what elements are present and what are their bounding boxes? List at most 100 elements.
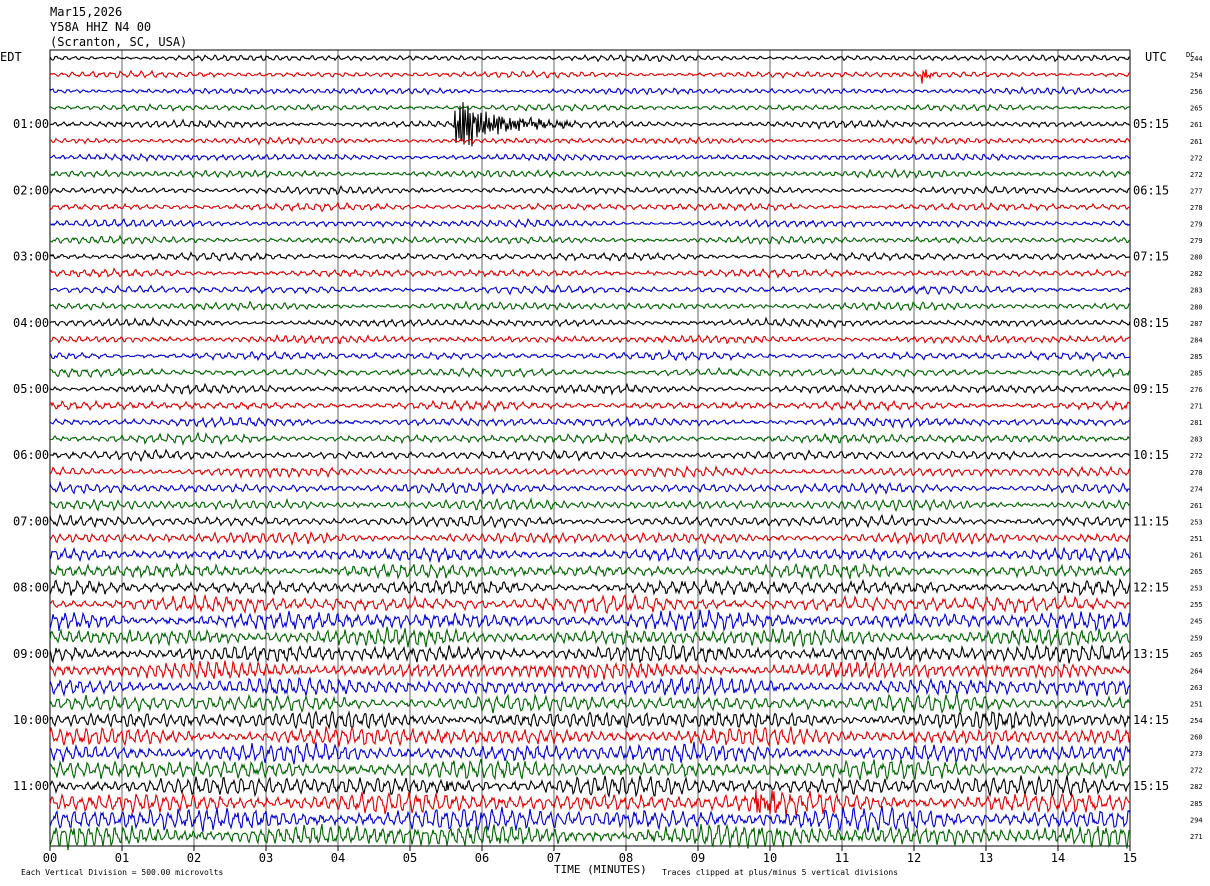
dc-offset-label: 272 <box>1190 767 1203 775</box>
trace-row-48 <box>49 823 1131 851</box>
dc-offset-label: 265 <box>1190 105 1203 113</box>
dc-offset-label: 261 <box>1190 552 1203 560</box>
plot-grid <box>49 49 1131 851</box>
dc-offset-label: 264 <box>1190 667 1203 675</box>
dc-offset-label: 287 <box>1190 320 1203 328</box>
utc-hour-label: 12:15 <box>1133 581 1169 595</box>
trace-row-23 <box>49 415 1131 430</box>
footer-clip: Traces clipped at plus/minus 5 vertical … <box>662 868 898 877</box>
trace-row-26 <box>49 464 1131 480</box>
dc-offset-label: 261 <box>1190 121 1203 129</box>
trace-row-11 <box>50 217 1131 229</box>
utc-hour-label: 10:15 <box>1133 448 1169 462</box>
edt-hour-label: 01:00 <box>13 117 49 131</box>
edt-hour-label: 06:00 <box>13 448 49 462</box>
dc-offset-label: 282 <box>1190 270 1203 278</box>
trace-row-28 <box>49 497 1131 513</box>
trace-row-7 <box>49 152 1131 163</box>
dc-offset-label: 285 <box>1190 353 1203 361</box>
trace-row-33 <box>49 577 1131 597</box>
x-tick-label: 06 <box>475 851 489 865</box>
x-tick-label: 01 <box>115 851 129 865</box>
dc-offset-label: 265 <box>1190 568 1203 576</box>
dc-offset-label: 259 <box>1190 634 1203 642</box>
dc-offset-label: 281 <box>1190 419 1203 427</box>
header-location: (Scranton, SC, USA) <box>50 35 188 49</box>
utc-hour-label: 06:15 <box>1133 183 1169 197</box>
dc-offset-label: 254 <box>1190 717 1203 725</box>
dc-offset-label: 256 <box>1190 88 1203 96</box>
trace-row-17 <box>49 316 1131 329</box>
x-tick-label: 15 <box>1123 851 1137 865</box>
trace-row-36 <box>49 626 1131 648</box>
trace-row-41 <box>49 710 1131 731</box>
dc-offset-label: 273 <box>1190 750 1203 758</box>
x-tick-label: 08 <box>619 851 633 865</box>
dc-offset-label: 278 <box>1190 204 1203 212</box>
trace-row-19 <box>49 348 1131 363</box>
trace-row-5 <box>49 102 1131 147</box>
trace-row-1 <box>49 54 1131 63</box>
trace-row-25 <box>49 448 1131 463</box>
trace-row-29 <box>49 513 1131 530</box>
dc-offset-label: 253 <box>1190 518 1203 526</box>
trace-row-38 <box>49 660 1131 681</box>
dc-offset-label: 270 <box>1190 469 1203 477</box>
dc-offset-label: 283 <box>1190 436 1203 444</box>
x-tick-label: 02 <box>187 851 201 865</box>
x-tick-label: 13 <box>979 851 993 865</box>
x-tick-label: 10 <box>763 851 777 865</box>
trace-row-30 <box>49 530 1131 547</box>
trace-row-42 <box>49 726 1131 747</box>
trace-row-40 <box>49 692 1131 715</box>
dc-offset-label: 245 <box>1190 618 1203 626</box>
utc-hour-label: 05:15 <box>1133 117 1169 131</box>
dc-offset-label: 254 <box>1190 72 1203 80</box>
trace-row-20 <box>49 366 1131 379</box>
x-axis-title: TIME (MINUTES) <box>554 863 647 876</box>
edt-hour-label: 07:00 <box>13 514 49 528</box>
x-tick-label: 12 <box>907 851 921 865</box>
dc-offset-label: 271 <box>1190 833 1203 841</box>
trace-row-2 <box>49 69 1131 84</box>
trace-row-18 <box>49 333 1131 345</box>
trace-row-13 <box>49 250 1131 262</box>
x-tick-label: 05 <box>403 851 417 865</box>
trace-row-39 <box>49 676 1131 698</box>
trace-row-45 <box>49 775 1131 799</box>
dc-offset-label: 277 <box>1190 187 1203 195</box>
trace-row-12 <box>49 234 1131 246</box>
utc-hour-label: 08:15 <box>1133 316 1169 330</box>
dc-offset-label: 285 <box>1190 800 1203 808</box>
trace-row-9 <box>49 184 1131 196</box>
dc-offset-label: 279 <box>1190 221 1203 229</box>
dc-offset-label: 263 <box>1190 684 1203 692</box>
trace-row-24 <box>49 431 1131 447</box>
header-station: Y58A HHZ N4 00 <box>50 20 152 34</box>
trace-row-3 <box>49 85 1131 96</box>
trace-row-6 <box>49 135 1131 146</box>
trace-row-35 <box>49 609 1131 632</box>
dc-offset-label: 272 <box>1190 452 1203 460</box>
utc-hour-label: 13:15 <box>1133 647 1169 661</box>
trace-row-43 <box>49 741 1131 765</box>
trace-row-22 <box>49 398 1131 413</box>
trace-row-37 <box>49 643 1131 664</box>
right-axis-label: UTC <box>1145 50 1167 64</box>
dc-offset-label: 271 <box>1190 403 1203 411</box>
utc-hour-label: 14:15 <box>1133 713 1169 727</box>
dc-offset-label: 284 <box>1190 336 1203 344</box>
trace-row-4 <box>49 103 1131 113</box>
trace-row-16 <box>49 300 1131 312</box>
footer-scale: Each Vertical Division = 500.00 microvol… <box>21 868 223 877</box>
utc-hour-label: 15:15 <box>1133 779 1169 793</box>
axis-labels: 00 01 02 03 04 05 06 07 08 09 10 11 12 13 14 15 244 254 25… <box>13 55 1203 865</box>
trace-row-34 <box>49 593 1131 615</box>
dc-offset-label: 276 <box>1190 386 1203 394</box>
trace-row-8 <box>50 168 1131 179</box>
dc-offset-label: 285 <box>1190 369 1203 377</box>
trace-row-32 <box>49 562 1131 580</box>
trace-row-10 <box>49 201 1131 213</box>
edt-hour-label: 08:00 <box>13 581 49 595</box>
